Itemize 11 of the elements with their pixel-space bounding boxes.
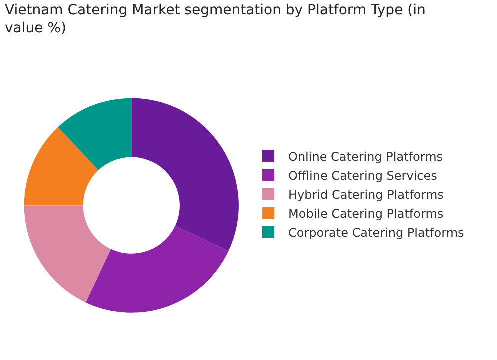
legend-label: Offline Catering Services <box>288 169 438 184</box>
donut-slice <box>132 98 239 252</box>
legend-label: Corporate Catering Platforms <box>288 226 464 240</box>
donut-slice <box>58 98 132 170</box>
legend-label: Mobile Catering Platforms <box>288 207 444 222</box>
legend-label: Online Catering Platforms <box>288 150 444 164</box>
donut-slice <box>86 226 229 313</box>
chart-title: Vietnam Catering Market segmentation by Platform Type (in value %) <box>4 2 426 37</box>
donut-slice <box>24 206 112 303</box>
legend-label: Hybrid Catering Platforms <box>288 188 444 202</box>
donut-slice <box>24 127 99 206</box>
